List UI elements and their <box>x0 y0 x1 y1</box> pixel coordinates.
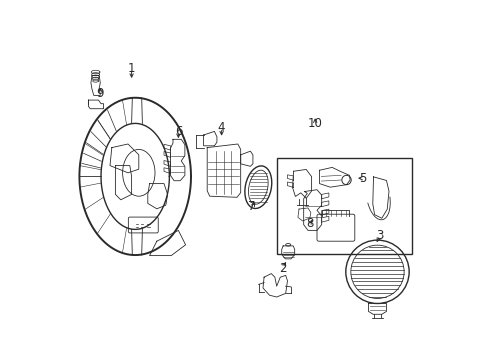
Text: 9: 9 <box>97 87 104 100</box>
Text: 2: 2 <box>279 262 287 275</box>
Bar <box>277 158 413 254</box>
Text: 1: 1 <box>128 62 135 75</box>
Text: 10: 10 <box>308 117 322 130</box>
Text: 5: 5 <box>359 172 367 185</box>
Text: 8: 8 <box>306 217 314 230</box>
Text: 3: 3 <box>376 229 384 242</box>
Text: 4: 4 <box>218 121 225 134</box>
Text: 6: 6 <box>174 125 182 138</box>
Text: 7: 7 <box>248 201 256 213</box>
